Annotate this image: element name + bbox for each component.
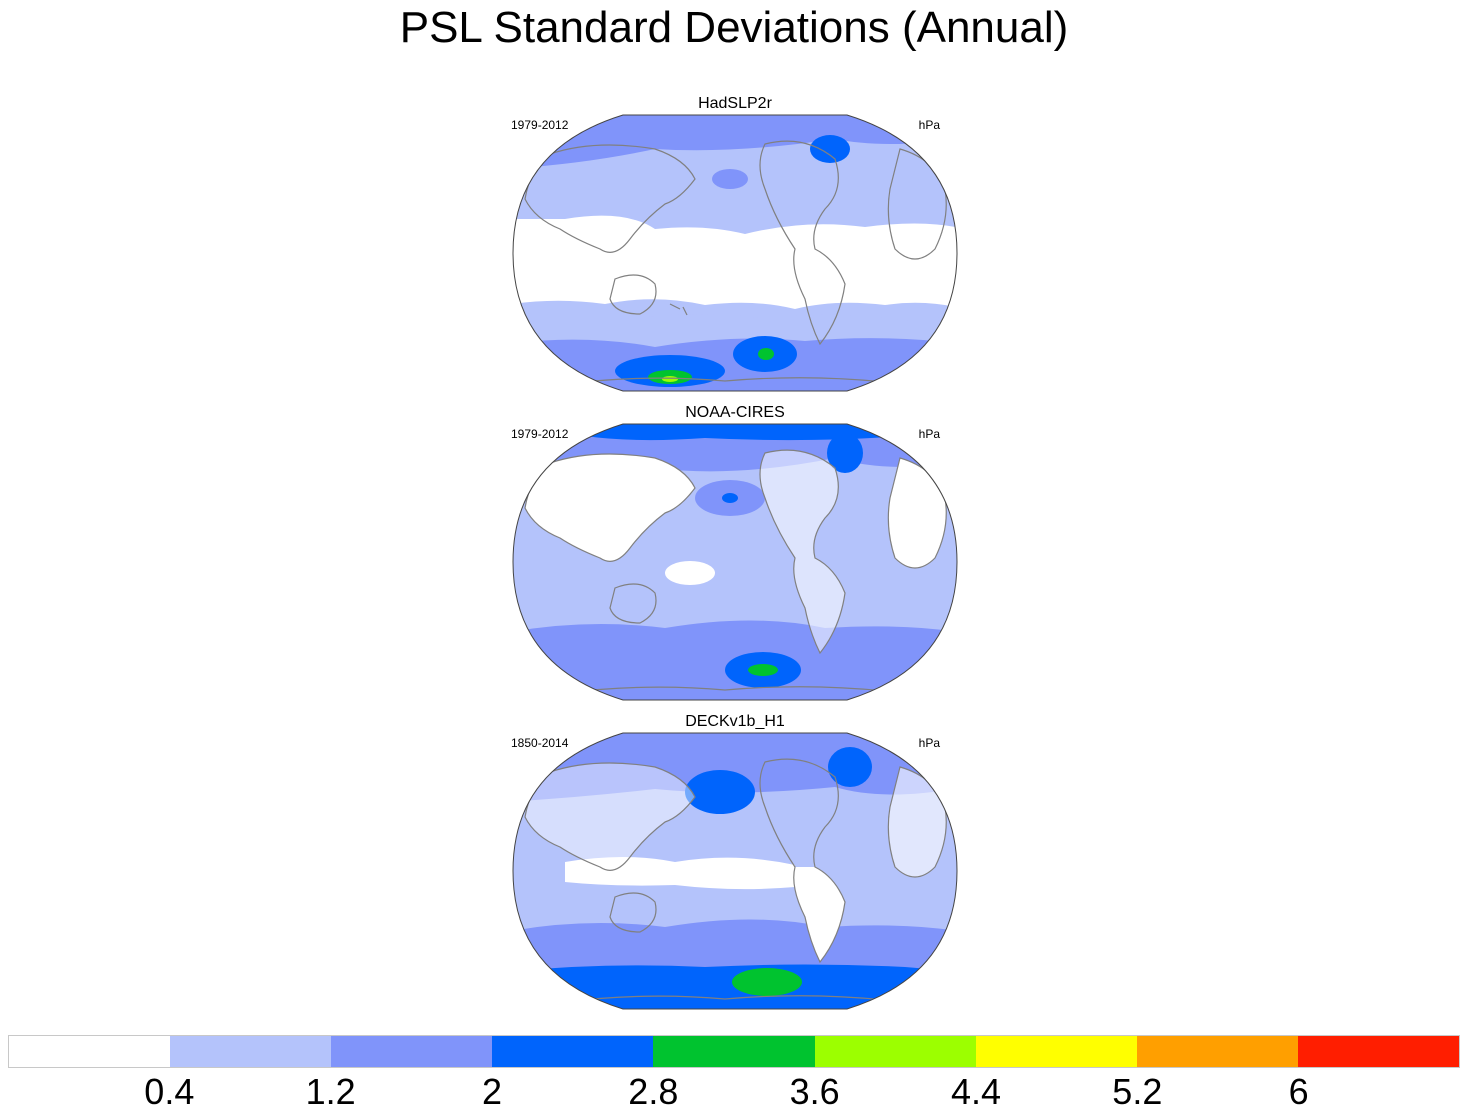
contour-level-3 (513, 964, 957, 1009)
colorbar (8, 1035, 1460, 1068)
panel-period: 1979-2012 (511, 118, 569, 132)
colorbar-tick-label: 1.2 (305, 1071, 356, 1112)
contour-level-4 (732, 968, 802, 996)
contour-level-0 (513, 215, 957, 309)
contour-level-3 (827, 433, 863, 473)
contour-level-4 (748, 664, 778, 676)
robinson-map (512, 114, 958, 392)
colorbar-swatch (1297, 1036, 1459, 1067)
colorbar-tick-label: 5.2 (1112, 1071, 1163, 1112)
map-boundary (512, 423, 958, 701)
colorbar-tick-label: 2.8 (628, 1071, 679, 1112)
panel-period: 1850-2014 (511, 736, 569, 750)
contour-level-5 (662, 376, 678, 382)
panel-title: NOAA-CIRES (685, 404, 785, 421)
contour-level-2 (513, 115, 957, 169)
contour-level-3 (810, 135, 850, 163)
colorbar-swatch (492, 1036, 654, 1067)
figure-title: PSL Standard Deviations (Annual) (399, 3, 1069, 52)
panel-title: DECKv1b_H1 (685, 713, 785, 730)
contour-level-3 (722, 493, 738, 503)
contour-level-0 (665, 561, 715, 585)
contour-level-2 (712, 169, 748, 189)
colorbar-swatch (975, 1036, 1137, 1067)
map-boundary (512, 114, 958, 392)
contour-level-3 (685, 770, 755, 814)
contour-level-2 (513, 338, 957, 391)
map-panel-deckv1b-h1: DECKv1b_H1 1850-2014 hPa (505, 713, 965, 1013)
colorbar-tick-label: 4.4 (950, 1071, 1002, 1112)
robinson-map (512, 423, 958, 701)
panel-units: hPa (918, 118, 940, 132)
map-panel-noaa-cires: NOAA-CIRES 1979-2012 hPa (505, 404, 965, 704)
colorbar-tick-label: 3.6 (789, 1071, 840, 1112)
panel-units: hPa (918, 427, 940, 441)
coastlines (524, 140, 947, 385)
colorbar-labels: 0.4 1.2 2 2.8 3.6 4.4 5.2 6 (8, 1072, 1460, 1116)
panel-period: 1979-2012 (511, 427, 569, 441)
contour-level-3 (585, 424, 905, 441)
colorbar-swatch (9, 1036, 171, 1067)
colorbar-swatch (653, 1036, 815, 1067)
contour-level-3 (828, 747, 872, 787)
map-panel-hadslp2r: HadSLP2r 1979-2012 hPa (505, 95, 965, 395)
colorbar-tick-label: 0.4 (144, 1071, 195, 1112)
colorbar-tick-label: 2 (481, 1071, 503, 1112)
panel-units: hPa (918, 736, 940, 750)
contour-level-4 (758, 348, 774, 360)
colorbar-tick-label: 6 (1288, 1071, 1309, 1112)
land-fill (525, 763, 947, 962)
colorbar-swatch (814, 1036, 976, 1067)
map-boundary (512, 732, 958, 1010)
robinson-map (512, 732, 958, 1010)
panel-title: HadSLP2r (698, 95, 772, 112)
colorbar-swatch (331, 1036, 493, 1067)
land-fill (525, 450, 947, 653)
colorbar-swatch (170, 1036, 332, 1067)
colorbar-swatch (1136, 1036, 1298, 1067)
